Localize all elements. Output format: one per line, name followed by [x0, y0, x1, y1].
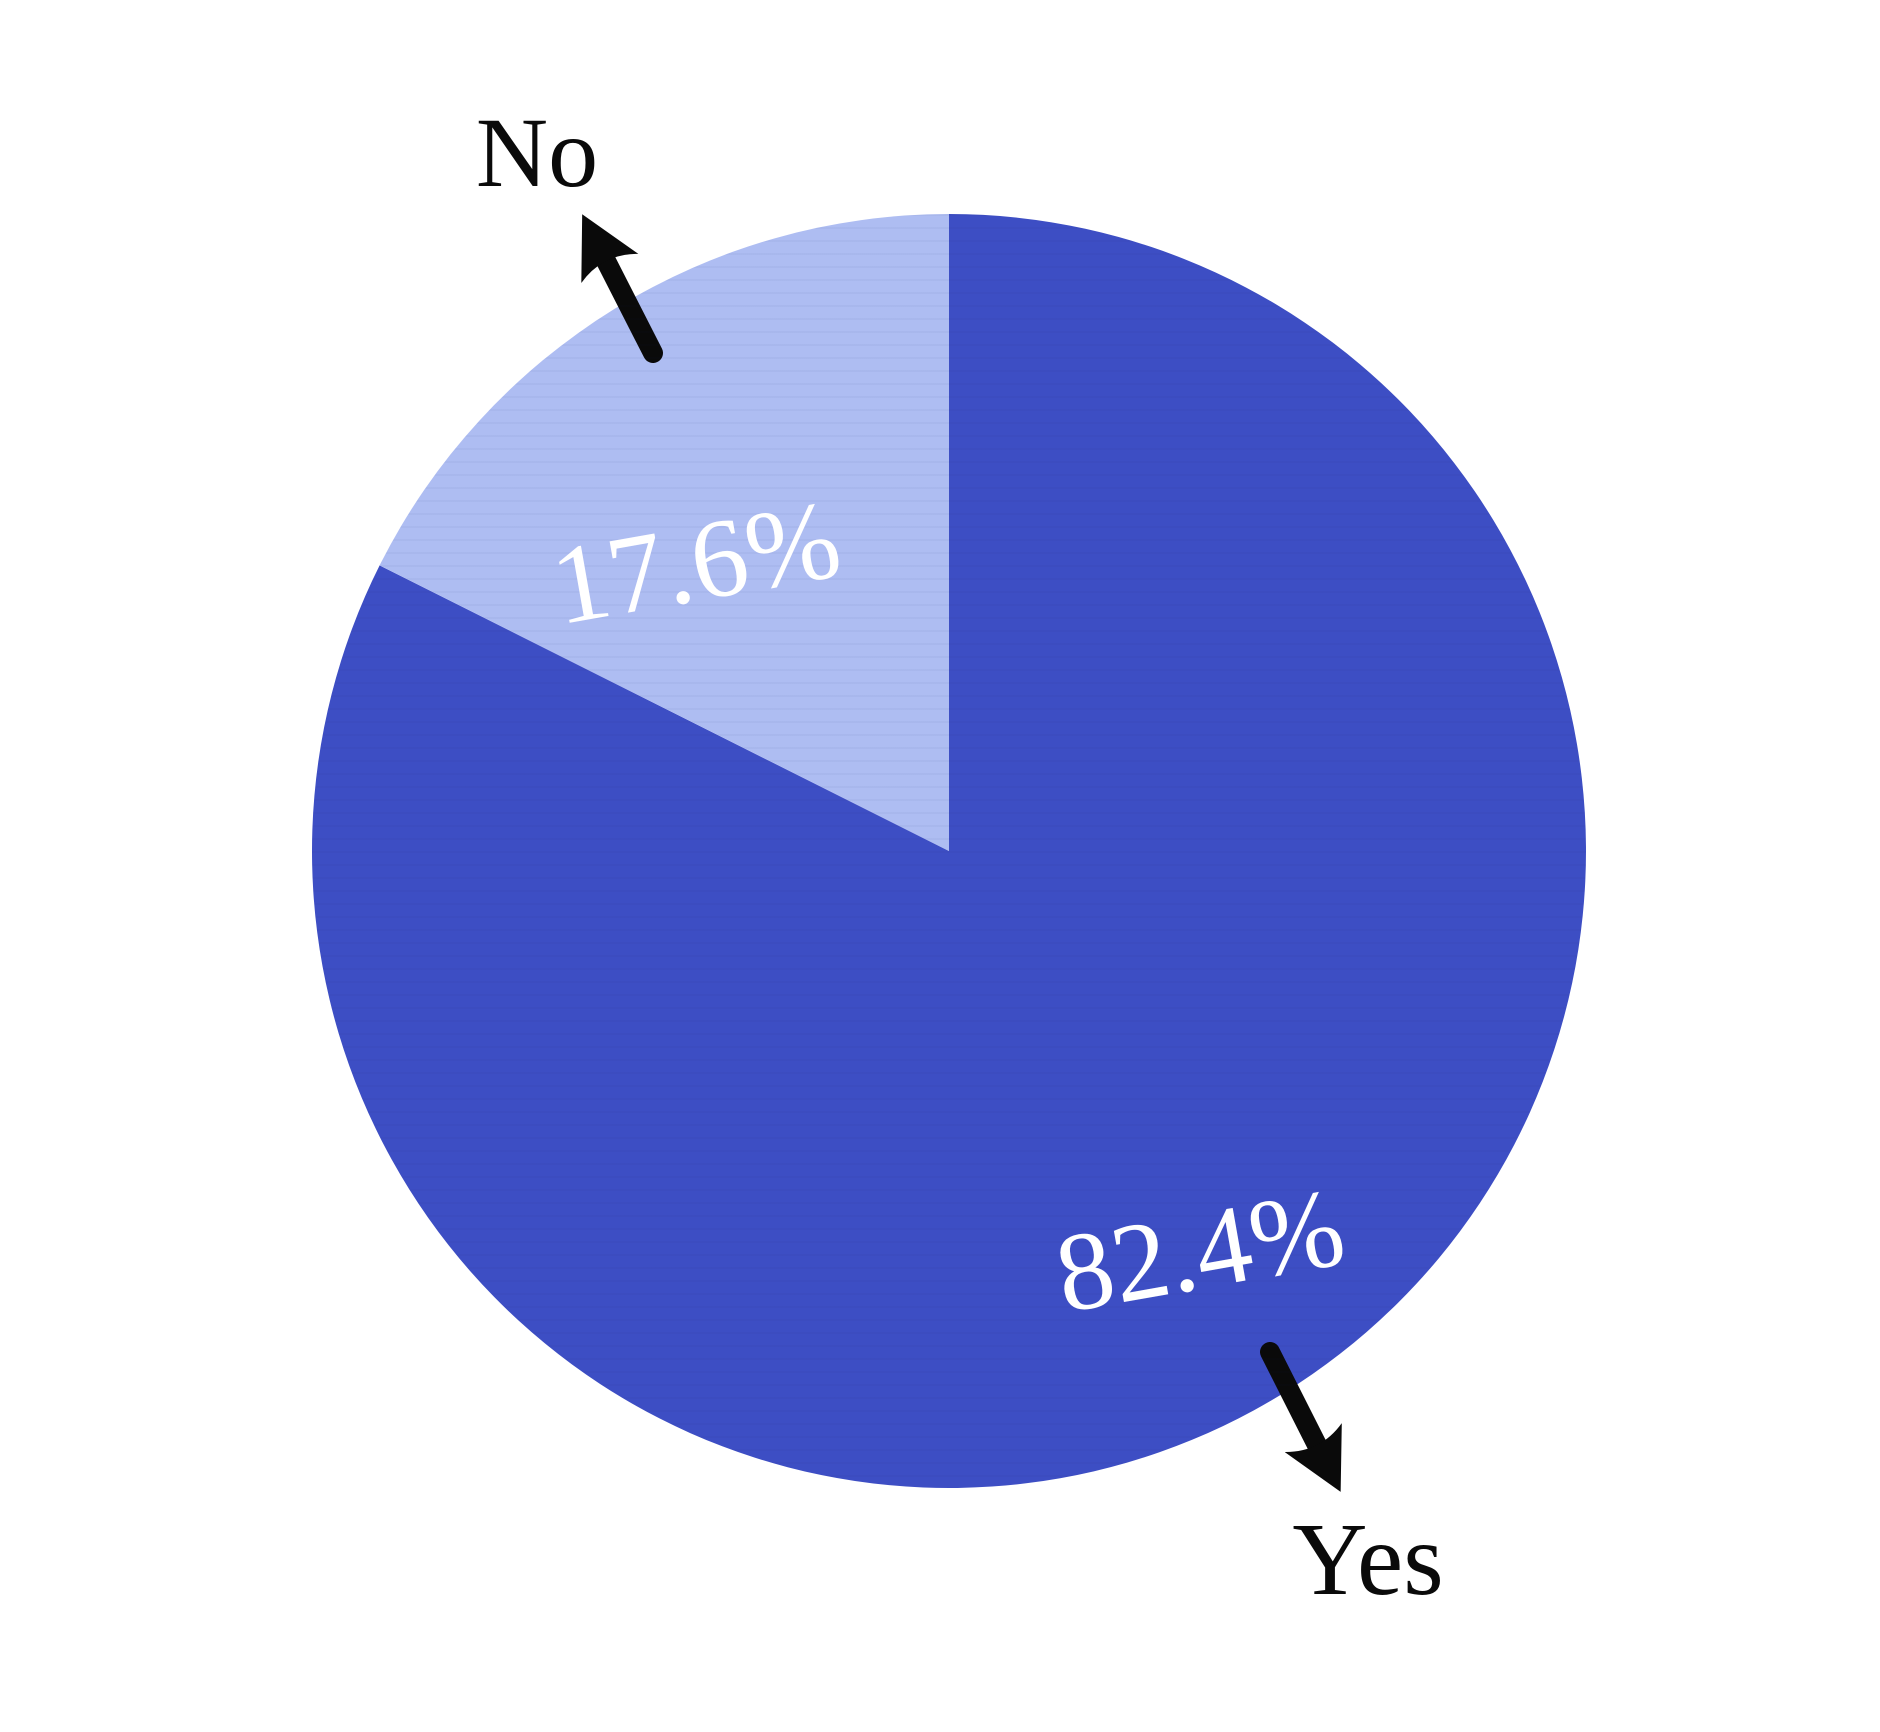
no-arrow-icon — [581, 214, 663, 363]
pie — [311, 214, 1586, 1488]
pie-slice-yes — [311, 214, 1586, 1488]
slice-label-yes: Yes — [1292, 1502, 1444, 1617]
yes-arrow-icon — [1260, 1342, 1342, 1492]
slice-label-no: No — [475, 97, 599, 208]
pie-slice-no — [379, 214, 949, 851]
